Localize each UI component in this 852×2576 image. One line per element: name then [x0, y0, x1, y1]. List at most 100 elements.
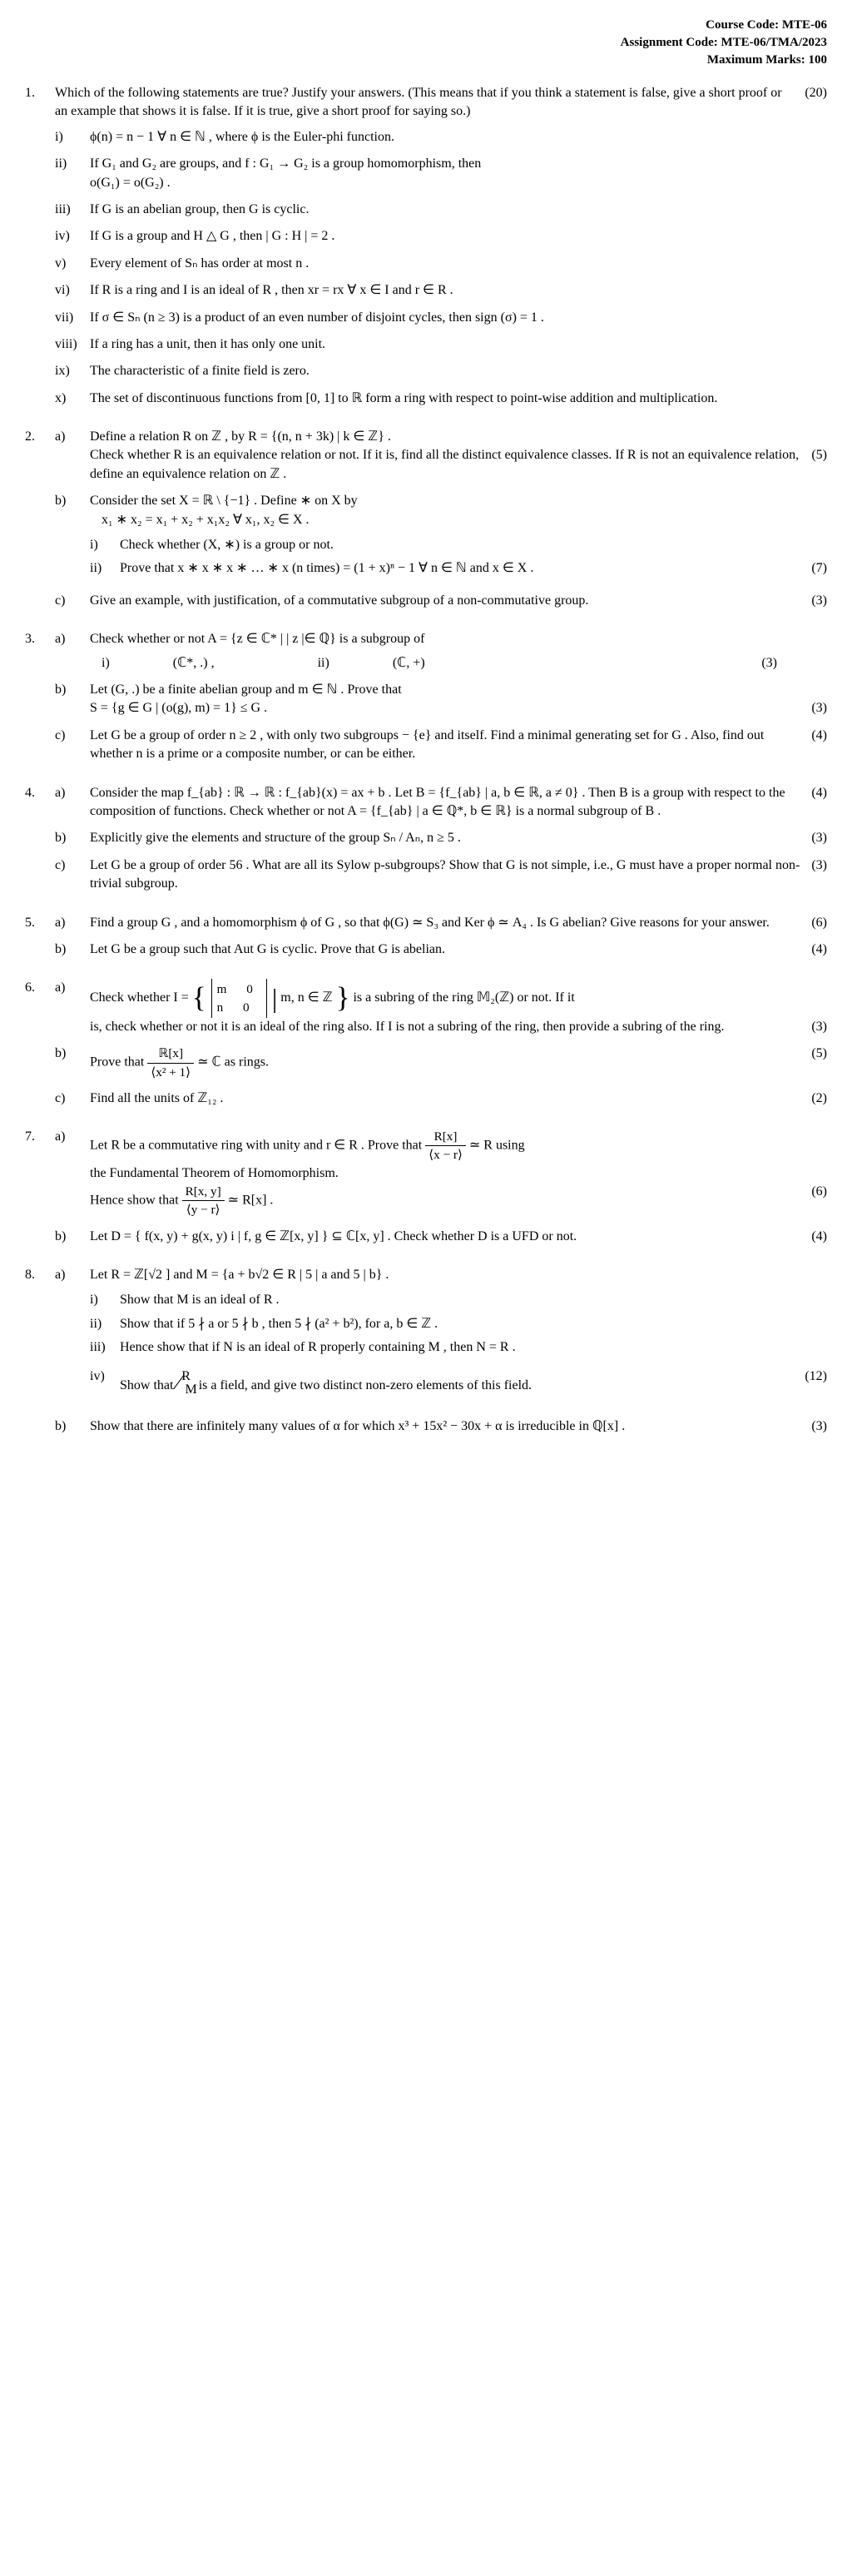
q6-b: (5) Prove that ℝ[x]⟨x² + 1⟩ ≃ ℂ as rings… [90, 1045, 827, 1081]
part-label: a) [55, 428, 90, 484]
marks: (6) [811, 914, 827, 932]
part-label: ii) [55, 155, 90, 192]
q1-v: Every element of Sₙ has order at most n … [90, 255, 827, 273]
q8-a: Let R = ℤ[√2 ] and M = {a + b√2 ∈ R | 5 … [90, 1266, 827, 1409]
marks: (3) [811, 699, 827, 717]
subpart-label: i) [90, 1291, 120, 1309]
question-1: 1. (20) Which of the following statement… [25, 84, 827, 416]
q2-b: Consider the set X = ℝ \ {−1} . Define ∗… [90, 492, 827, 583]
part-label: vi) [55, 281, 90, 300]
q1-viii: If a ring has a unit, then it has only o… [90, 335, 827, 354]
question-number: 8. [25, 1266, 55, 1445]
q4-a: (4)Consider the map f_{ab} : ℝ → ℝ : f_{… [90, 784, 827, 821]
part-label: v) [55, 255, 90, 273]
subpart-label: ii) [90, 1315, 120, 1333]
matrix-icon: m 0n 0 [211, 979, 267, 1018]
q1-ii: If G₁ and G₂ are groups, and f : G₁ → G₂… [90, 155, 827, 192]
part-label: iv) [55, 227, 90, 246]
q1-x: The set of discontinuous functions from … [90, 390, 827, 408]
marks: (3) [811, 1417, 827, 1436]
question-number: 3. [25, 630, 55, 772]
question-6: 6. a) Check whether I = { m 0n 0 | m, n … [25, 979, 827, 1116]
marks: (4) [811, 941, 827, 959]
marks: (2) [811, 1089, 827, 1108]
part-label: b) [55, 1228, 90, 1246]
part-label: ix) [55, 362, 90, 380]
subpart-label: ii) [90, 559, 120, 578]
marks: (20) [805, 84, 827, 102]
subpart-label: i) [90, 536, 120, 554]
marks: (3) [811, 1018, 827, 1036]
part-label: b) [55, 1045, 90, 1081]
q7-a: Let R be a commutative ring with unity a… [90, 1128, 827, 1219]
marks: (5) [811, 1045, 827, 1063]
q1-iv: If G is a group and H △ G , then | G : H… [90, 227, 827, 246]
q3-c: (4) Let G be a group of order n ≥ 2 , wi… [90, 727, 827, 764]
question-2: 2. a) Define a relation R on ℤ , by R = … [25, 428, 827, 618]
q1-ix: The characteristic of a finite field is … [90, 362, 827, 380]
question-number: 2. [25, 428, 55, 618]
assignment-code: Assignment Code: MTE-06/TMA/2023 [25, 34, 827, 52]
question-5: 5. a) (6)Find a group G , and a homomorp… [25, 914, 827, 968]
part-label: iii) [55, 201, 90, 219]
part-label: i) [55, 128, 90, 146]
question-3: 3. a) Check whether or not A = {z ∈ ℂ* |… [25, 630, 827, 772]
question-number: 4. [25, 784, 55, 902]
marks: (5) [811, 446, 827, 464]
question-number: 7. [25, 1128, 55, 1254]
question-number: 5. [25, 914, 55, 968]
question-number: 1. [25, 84, 55, 416]
question-7: 7. a) Let R be a commutative ring with u… [25, 1128, 827, 1254]
q3-b: Let (G, .) be a finite abelian group and… [90, 681, 827, 718]
subpart-label: iii) [90, 1338, 120, 1357]
q8-b: (3)Show that there are infinitely many v… [90, 1417, 827, 1436]
question-8: 8. a) Let R = ℤ[√2 ] and M = {a + b√2 ∈ … [25, 1266, 827, 1445]
q4-c: (3)Let G be a group of order 56 . What a… [90, 856, 827, 894]
q1-i: ϕ(n) = n − 1 ∀ n ∈ ℕ , where ϕ is the Eu… [90, 128, 827, 146]
marks: (12) [805, 1367, 827, 1386]
q4-b: (3)Explicitly give the elements and stru… [90, 829, 827, 847]
part-label: b) [55, 941, 90, 959]
question-4: 4. a) (4)Consider the map f_{ab} : ℝ → ℝ… [25, 784, 827, 902]
part-label: a) [55, 979, 90, 1036]
part-label: b) [55, 492, 90, 583]
marks: (3) [811, 592, 827, 610]
part-label: a) [55, 1266, 90, 1409]
part-label: c) [55, 1089, 90, 1108]
part-label: c) [55, 727, 90, 764]
q3-a: Check whether or not A = {z ∈ ℂ* | | z |… [90, 630, 827, 673]
question-number: 6. [25, 979, 55, 1116]
marks: (4) [811, 784, 827, 802]
part-label: x) [55, 390, 90, 408]
q2-a: Define a relation R on ℤ , by R = {(n, n… [90, 428, 827, 484]
subpart-label: iv) [90, 1367, 120, 1405]
part-label: c) [55, 592, 90, 610]
q5-a: (6)Find a group G , and a homomorphism ϕ… [90, 914, 827, 932]
max-marks: Maximum Marks: 100 [25, 52, 827, 69]
part-label: a) [55, 1128, 90, 1219]
q1-vi: If R is a ring and I is an ideal of R , … [90, 281, 827, 300]
marks: (3) [811, 829, 827, 847]
part-label: b) [55, 681, 90, 718]
q6-c: (2)Find all the units of ℤ₁₂ . [90, 1089, 827, 1108]
question-stem: (20) Which of the following statements a… [55, 84, 827, 122]
part-label: a) [55, 784, 90, 821]
part-label: vii) [55, 309, 90, 327]
part-label: b) [55, 829, 90, 847]
q1-vii: If σ ∈ Sₙ (n ≥ 3) is a product of an eve… [90, 309, 827, 327]
q5-b: (4)Let G be a group such that Aut G is c… [90, 941, 827, 959]
course-code: Course Code: MTE-06 [25, 17, 827, 34]
part-label: a) [55, 630, 90, 673]
marks: (7) [811, 559, 827, 578]
document-header: Course Code: MTE-06 Assignment Code: MTE… [25, 17, 827, 69]
q6-a: Check whether I = { m 0n 0 | m, n ∈ ℤ } … [90, 979, 827, 1036]
q1-iii: If G is an abelian group, then G is cycl… [90, 201, 827, 219]
part-label: viii) [55, 335, 90, 354]
marks: (4) [811, 1228, 827, 1246]
marks: (6) [811, 1183, 827, 1201]
part-label: c) [55, 856, 90, 894]
part-label: a) [55, 914, 90, 932]
marks: (3) [811, 856, 827, 875]
part-label: b) [55, 1417, 90, 1436]
marks: (4) [811, 727, 827, 745]
